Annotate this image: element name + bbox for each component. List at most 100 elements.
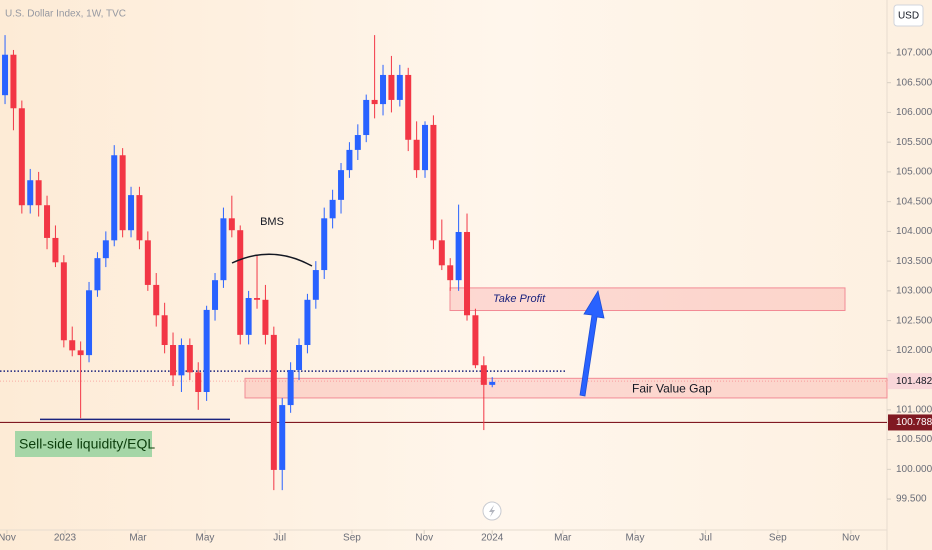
candle-body — [329, 199, 336, 219]
candle-body — [312, 270, 319, 300]
candle-body — [245, 298, 252, 335]
x-tick-label: 2023 — [54, 533, 77, 544]
candle-body — [10, 54, 17, 109]
candle-body — [161, 315, 168, 346]
candle-body — [220, 218, 227, 281]
candle-body — [354, 135, 361, 150]
candle-body — [371, 99, 378, 105]
candle-body — [489, 381, 496, 385]
event-icon-bolt — [489, 505, 495, 517]
candle-body — [86, 290, 93, 356]
x-tick-label: Mar — [129, 533, 147, 544]
candle-body — [35, 180, 42, 206]
y-tick-label: 105.000 — [896, 167, 932, 178]
candle-body — [380, 74, 387, 105]
candle-body — [455, 231, 462, 281]
currency-button[interactable] — [893, 4, 924, 27]
x-tick-label: Jul — [273, 533, 286, 544]
candle-body — [195, 372, 202, 392]
chart-title: U.S. Dollar Index, 1W, TVC — [5, 9, 126, 20]
y-tick-label: 107.000 — [896, 48, 932, 59]
currency[interactable]: USD — [898, 11, 919, 22]
candle-body — [388, 74, 395, 100]
y-tick-label: 103.500 — [896, 256, 932, 267]
bms-label: BMS — [260, 216, 284, 228]
candle-body — [212, 280, 219, 310]
x-tick-label: Nov — [0, 533, 16, 544]
y-tick-label: 102.500 — [896, 315, 932, 326]
candle-body — [279, 405, 286, 470]
take-profit-label: Take Profit — [493, 293, 546, 305]
candle-body — [464, 231, 471, 316]
candle-body — [111, 155, 118, 241]
candle-body — [262, 299, 269, 335]
y-tick-label: 105.500 — [896, 137, 932, 148]
candle-body — [119, 155, 126, 231]
x-tick-label: 2024 — [481, 533, 504, 544]
candle-body — [438, 240, 445, 266]
y-tick-label: 106.000 — [896, 107, 932, 118]
candle-body — [430, 124, 437, 241]
take-profit-zone — [449, 287, 846, 312]
candle-body — [422, 124, 429, 171]
candle-body — [346, 149, 353, 171]
y-tick-label: 106.500 — [896, 77, 932, 88]
candle-body — [52, 237, 59, 263]
sell-side-box — [15, 431, 152, 457]
y-tick-label: 104.000 — [896, 226, 932, 237]
arrow — [579, 289, 605, 397]
bms-arc — [231, 253, 313, 267]
y-tick-label: 101.000 — [896, 404, 932, 415]
candle-body — [228, 218, 235, 231]
y-tick-label: 99.500 — [896, 494, 927, 505]
candle-body — [18, 108, 25, 206]
candle-body — [237, 230, 244, 335]
x-tick-label: May — [195, 533, 214, 544]
candle-body — [321, 218, 328, 271]
candle-body — [447, 265, 454, 281]
y-tick-label: 103.000 — [896, 286, 932, 297]
y-tick-label: 100.500 — [896, 434, 932, 445]
candle-body — [77, 350, 84, 356]
x-tick-label: Mar — [554, 533, 572, 544]
candle-body — [413, 139, 420, 171]
candle-body — [2, 54, 9, 96]
y-tick-label: 104.500 — [896, 196, 932, 207]
candle-body — [287, 369, 294, 406]
candle-body — [136, 195, 143, 241]
candle-body — [102, 240, 109, 259]
candle-body — [363, 99, 370, 136]
candle-body — [60, 262, 67, 341]
candle-body — [69, 340, 76, 351]
candle-body — [27, 180, 34, 206]
x-tick-label: Nov — [842, 533, 860, 544]
candle-body — [296, 345, 303, 370]
candle-body — [396, 74, 403, 100]
x-tick-label: Nov — [415, 533, 433, 544]
candle-body — [170, 345, 177, 376]
candle-body — [128, 195, 135, 231]
last-price-tag — [888, 373, 932, 390]
candle-body — [472, 315, 479, 366]
candle-body — [153, 284, 160, 316]
sell-side-label: Sell-side liquidity/EQL — [19, 436, 155, 452]
x-tick-label: Sep — [343, 533, 361, 544]
fair-value-gap-label: Fair Value Gap — [632, 381, 712, 395]
x-tick-label: Sep — [769, 533, 787, 544]
candle-body — [94, 258, 101, 291]
level-tag — [888, 414, 932, 431]
fair-value-gap-zone — [244, 377, 888, 399]
x-tick-label: May — [626, 533, 645, 544]
y-tick-label: 100.000 — [896, 464, 932, 475]
candle-body — [144, 240, 151, 285]
candle-body — [405, 74, 412, 140]
candle-body — [44, 205, 51, 238]
candle-body — [203, 309, 210, 392]
candle-body — [480, 365, 487, 385]
candle-body — [186, 345, 193, 373]
candle-body — [178, 345, 185, 376]
last-price-label: 101.482 — [896, 376, 932, 387]
x-tick-label: Jul — [699, 533, 712, 544]
candle-body — [254, 298, 261, 300]
